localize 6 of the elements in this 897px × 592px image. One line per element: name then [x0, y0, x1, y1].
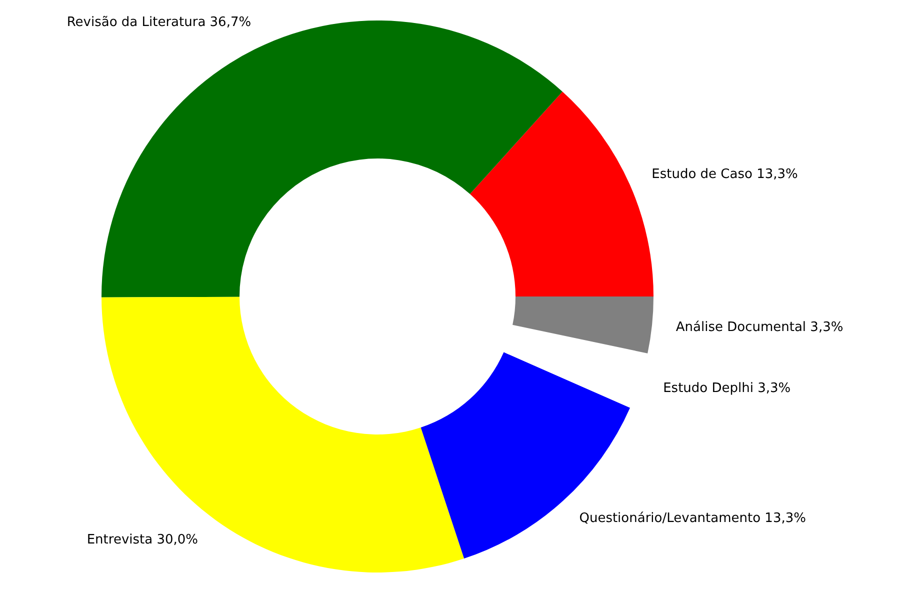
slice-label: Questionário/Levantamento 13,3%	[579, 511, 806, 526]
slice-label: Estudo Deplhi 3,3%	[663, 380, 791, 396]
slice-label: Revisão da Literatura 36,7%	[66, 15, 252, 30]
slice-label: Entrevista 30,0%	[86, 532, 198, 548]
slice-label: Estudo de Caso 13,3%	[652, 167, 798, 182]
slice-label: Análise Documental 3,3%	[676, 320, 844, 336]
